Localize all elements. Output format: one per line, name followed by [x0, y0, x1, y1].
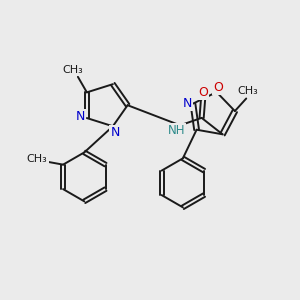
- Text: N: N: [76, 110, 85, 123]
- Text: CH₃: CH₃: [62, 65, 83, 75]
- Text: CH₃: CH₃: [238, 86, 258, 96]
- Text: O: O: [213, 81, 223, 94]
- Text: NH: NH: [168, 124, 185, 137]
- Text: N: N: [182, 97, 192, 110]
- Text: N: N: [111, 126, 120, 139]
- Text: CH₃: CH₃: [27, 154, 47, 164]
- Text: O: O: [198, 86, 208, 99]
